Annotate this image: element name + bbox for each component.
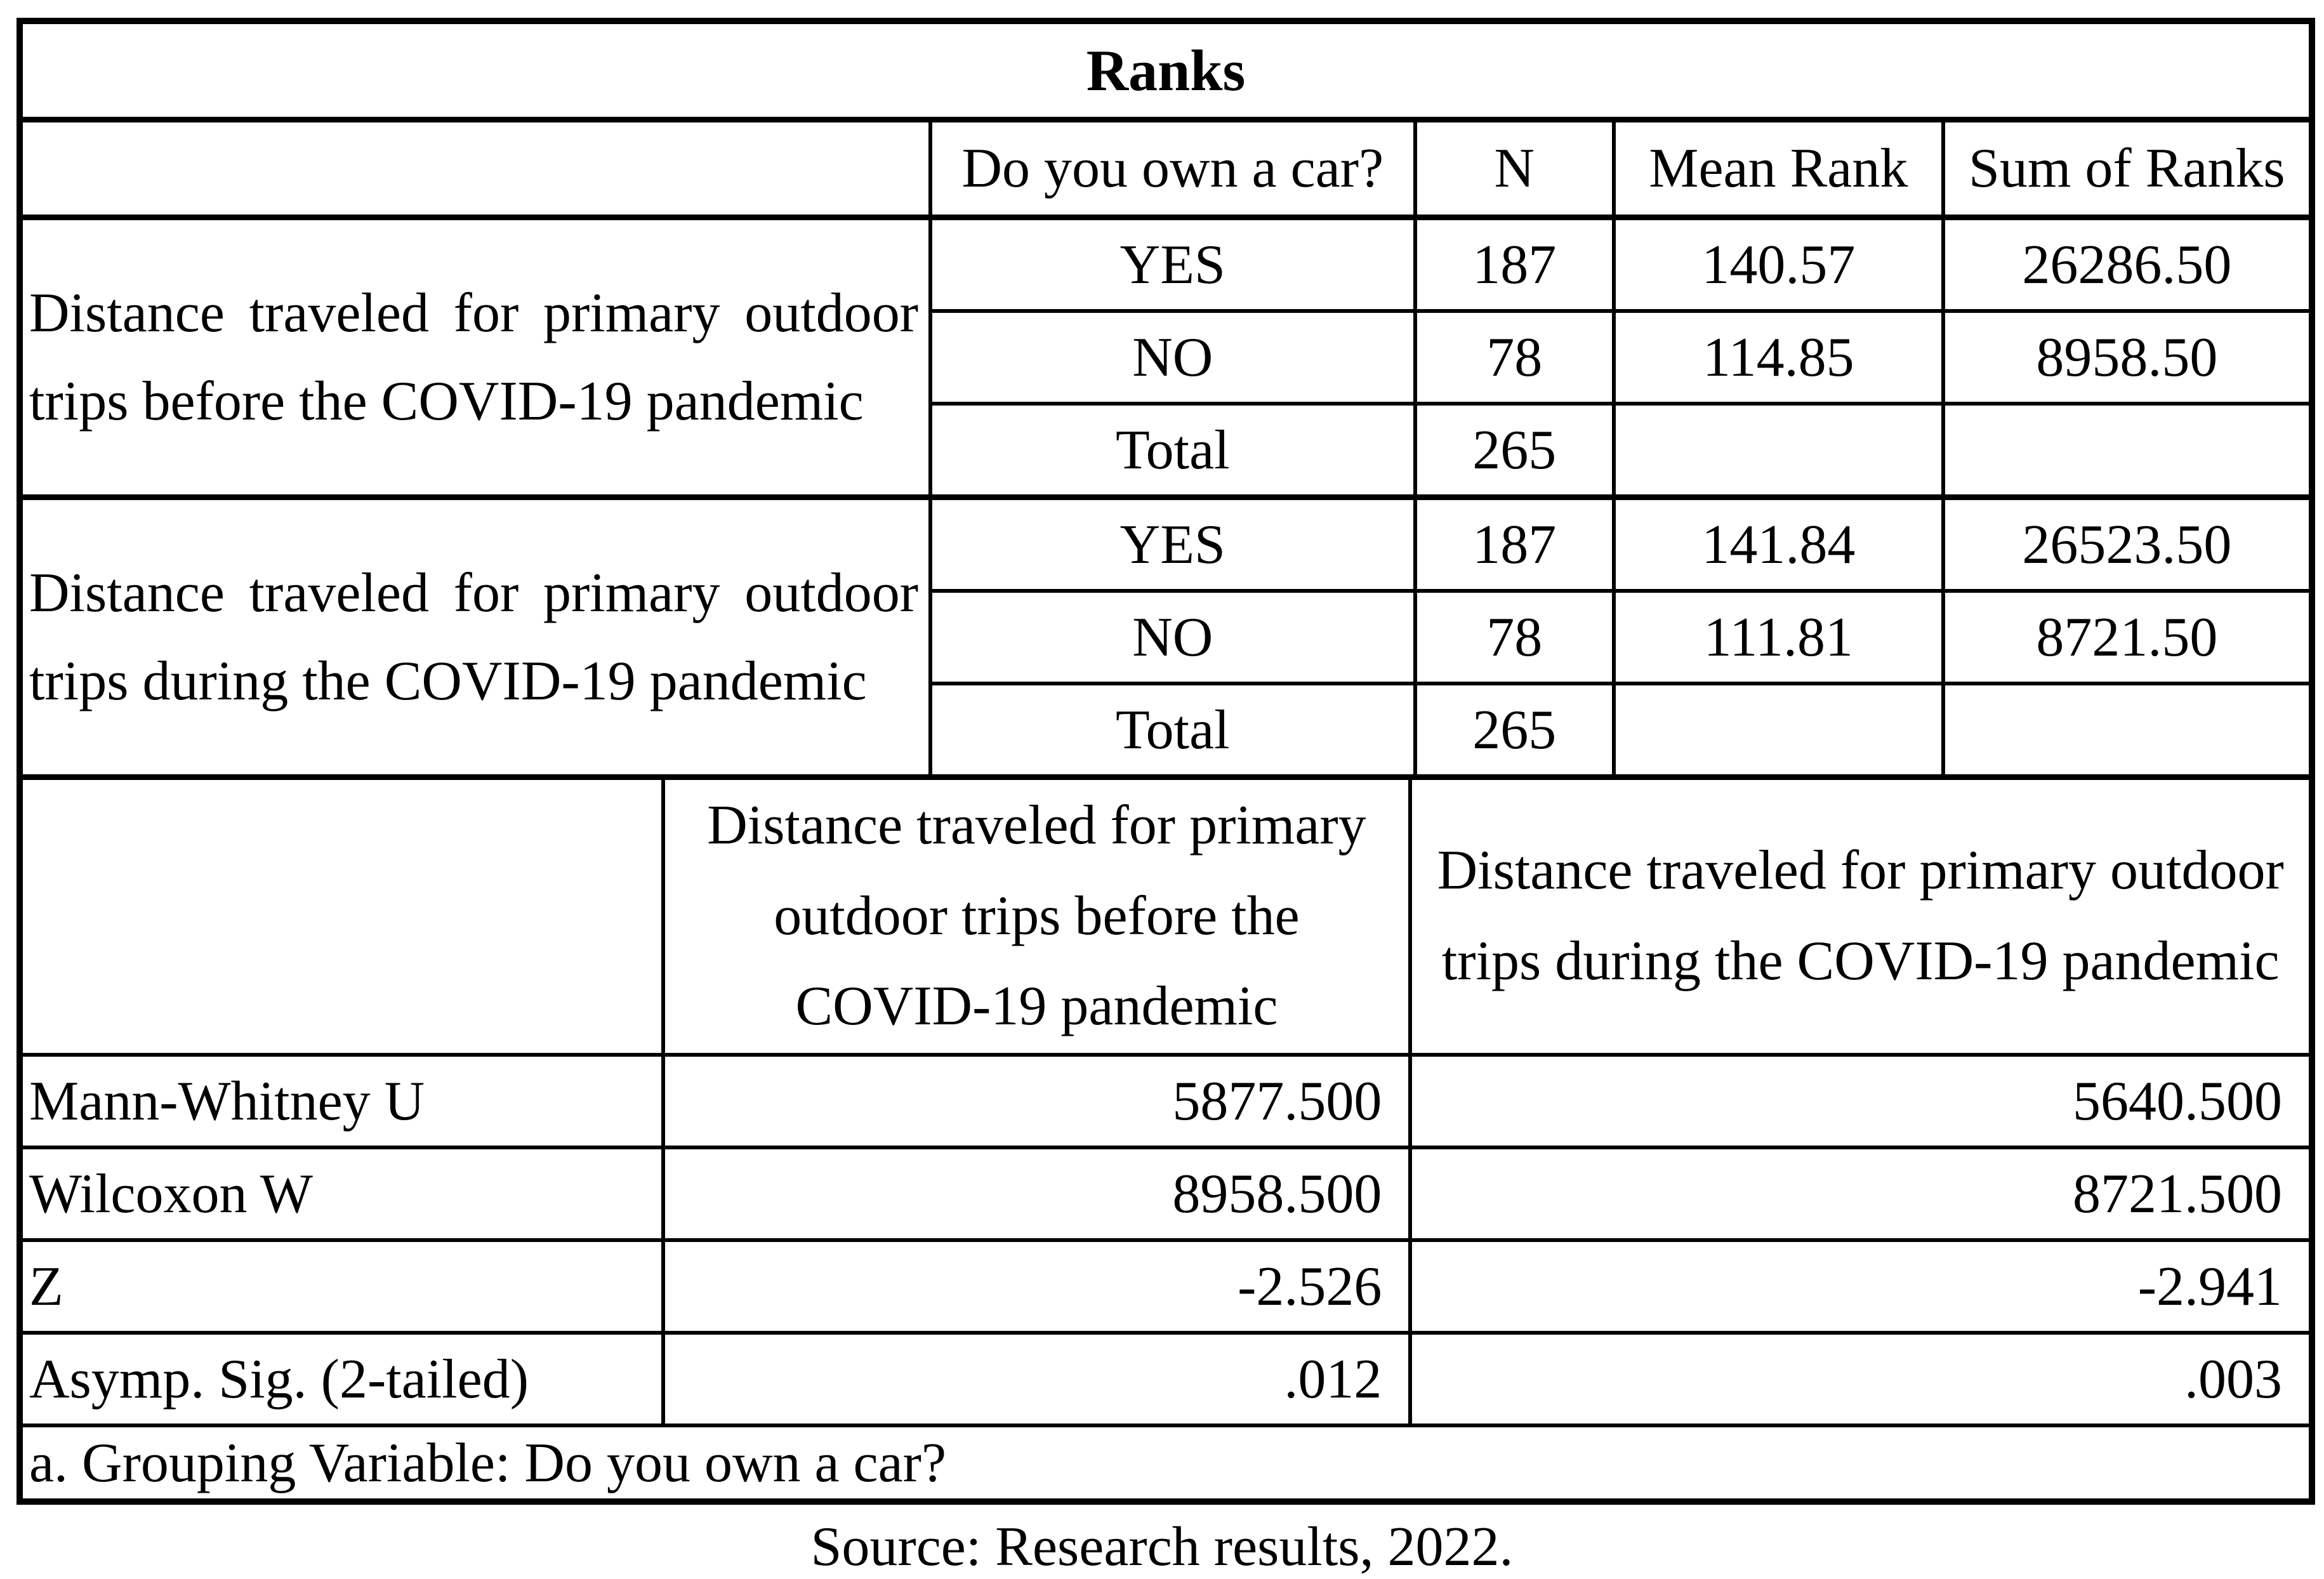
stat-value-during: 8721.500: [1410, 1147, 2309, 1242]
stat-label-mann-whitney-u: Mann-Whitney U: [23, 1055, 665, 1149]
cell-mean-rank: 114.85: [1613, 311, 1945, 406]
table-row: Z -2.526 -2.941: [23, 1240, 2309, 1335]
test-statistics-table: Distance traveled for primary outdoor tr…: [23, 780, 2309, 1498]
cell-n: 265: [1415, 684, 1616, 780]
cell-category: NO: [930, 311, 1417, 406]
stat-value-during: .003: [1410, 1333, 2309, 1427]
stat-value-before: .012: [663, 1333, 1413, 1427]
table-row: Total 265: [23, 684, 2309, 780]
table-row: Mann-Whitney U 5877.500 5640.500: [23, 1055, 2309, 1149]
tests-header-row: Distance traveled for primary outdoor tr…: [23, 780, 2309, 1057]
cell-sum-of-ranks: 26523.50: [1943, 497, 2309, 593]
cell-mean-rank: 111.81: [1613, 591, 1945, 685]
ranks-header-mean-rank: Mean Rank: [1613, 119, 1945, 220]
table-row: Distance traveled for primary outdoor tr…: [23, 497, 2309, 780]
stat-label-z: Z: [23, 1240, 665, 1335]
stat-value-before: 5877.500: [663, 1055, 1413, 1149]
stat-value-during: -2.941: [1410, 1240, 2309, 1335]
stat-label-wilcoxon-w: Wilcoxon W: [23, 1147, 665, 1242]
cell-category: Total: [930, 404, 1417, 500]
tests-header-empty: [23, 780, 665, 1057]
cell-sum-of-ranks: [1943, 404, 2309, 500]
cell-n: 78: [1415, 311, 1616, 406]
table-row: Asymp. Sig. (2-tailed) .012 .003: [23, 1333, 2309, 1427]
ranks-header-n: N: [1415, 119, 1616, 220]
stat-label-asymp-sig: Asymp. Sig. (2-tailed): [23, 1333, 665, 1427]
stat-value-before: -2.526: [663, 1240, 1413, 1335]
ranks-table: Ranks Do you own a car? N Mean Rank Sum …: [23, 24, 2309, 780]
ranks-table-title: Ranks: [23, 24, 2309, 122]
cell-mean-rank: 140.57: [1613, 217, 1945, 313]
cell-n: 187: [1415, 217, 1616, 313]
tests-header-before: Distance traveled for primary outdoor tr…: [663, 780, 1413, 1057]
cell-sum-of-ranks: 8721.50: [1943, 591, 2309, 685]
ranks-group-label-before: Distance traveled for primary outdoor tr…: [23, 217, 932, 500]
stat-value-during: 5640.500: [1410, 1055, 2309, 1149]
ranks-group-label-during: Distance traveled for primary outdoor tr…: [23, 497, 932, 780]
cell-category: YES: [930, 497, 1417, 593]
cell-mean-rank: [1613, 684, 1945, 780]
ranks-header-row: Do you own a car? N Mean Rank Sum of Ran…: [23, 119, 2309, 220]
cell-category: NO: [930, 591, 1417, 685]
table-row: NO 78 114.85 8958.50: [23, 311, 2309, 406]
table-row: NO 78 111.81 8721.50: [23, 591, 2309, 685]
cell-sum-of-ranks: 26286.50: [1943, 217, 2309, 313]
ranks-header-empty: [23, 119, 932, 220]
results-table-frame: Ranks Do you own a car? N Mean Rank Sum …: [17, 18, 2315, 1505]
cell-n: 265: [1415, 404, 1616, 500]
table-row: Distance traveled for primary outdoor tr…: [23, 217, 2309, 500]
cell-n: 187: [1415, 497, 1616, 593]
cell-mean-rank: 141.84: [1613, 497, 1945, 593]
ranks-header-sum-of-ranks: Sum of Ranks: [1943, 119, 2309, 220]
table-row: Wilcoxon W 8958.500 8721.500: [23, 1147, 2309, 1242]
grouping-variable-footnote: a. Grouping Variable: Do you own a car?: [29, 1432, 947, 1494]
cell-n: 78: [1415, 591, 1616, 685]
source-note: Source: Research results, 2022.: [810, 1516, 1514, 1578]
cell-sum-of-ranks: 8958.50: [1943, 311, 2309, 406]
stat-value-before: 8958.500: [663, 1147, 1413, 1242]
tests-footnote-row: a. Grouping Variable: Do you own a car?: [23, 1425, 2309, 1498]
cell-sum-of-ranks: [1943, 684, 2309, 780]
ranks-header-car: Do you own a car?: [930, 119, 1417, 220]
ranks-title-row: Ranks: [23, 24, 2309, 122]
tests-header-during: Distance traveled for primary outdoor tr…: [1410, 780, 2309, 1057]
cell-mean-rank: [1613, 404, 1945, 500]
table-row: Total 265: [23, 404, 2309, 500]
cell-category: Total: [930, 684, 1417, 780]
cell-category: YES: [930, 217, 1417, 313]
